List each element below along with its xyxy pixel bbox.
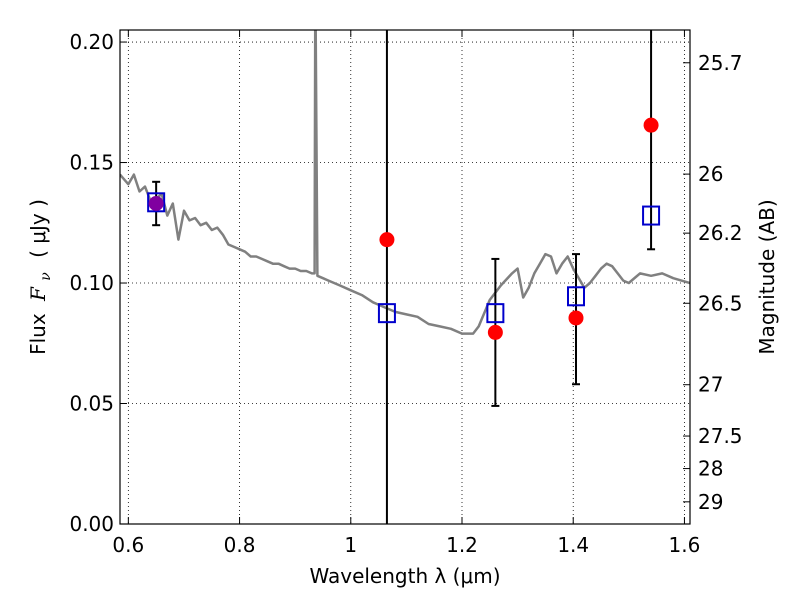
x-tick-label: 1 xyxy=(344,533,357,557)
model-square xyxy=(377,303,396,324)
y2-tick-label: 29 xyxy=(698,490,723,514)
y-axis-label-unit: ( μJy ) xyxy=(26,199,50,258)
measured-point xyxy=(568,310,584,326)
y-axis-label-text: Flux xyxy=(26,313,50,355)
y2-tick-label: 25.7 xyxy=(698,51,743,75)
y2-tick-label: 27.5 xyxy=(698,424,743,448)
x-tick-label: 1.4 xyxy=(557,533,589,557)
x-tick-label: 1.6 xyxy=(669,533,701,557)
model-square xyxy=(486,303,505,324)
model-square xyxy=(147,192,166,213)
x-tick-label: 0.6 xyxy=(112,533,144,557)
plot-area xyxy=(120,30,690,524)
y-tick-label: 0.00 xyxy=(69,512,114,536)
measured-point xyxy=(379,232,395,248)
model-square xyxy=(567,286,585,307)
x-axis-label: Wavelength λ (μm) xyxy=(309,564,500,588)
x-tick-label: 0.8 xyxy=(224,533,256,557)
measured-point xyxy=(643,117,659,133)
y-axis-label: Flux F ν ( μJy ) xyxy=(26,199,55,355)
measured-point xyxy=(148,196,164,212)
y-axis-label-symbol: F xyxy=(26,286,50,302)
y2-axis: 25.7 26 26.2 26.5 27 27.5 28 29 xyxy=(683,51,743,514)
template-spectrum-line xyxy=(120,30,690,335)
plot-content xyxy=(120,30,690,524)
measured-point xyxy=(487,324,503,340)
y2-tick-label: 26 xyxy=(698,162,723,186)
y-axis: 0.00 0.05 0.10 0.15 0.20 xyxy=(69,30,127,536)
y2-axis-label: Magnitude (AB) xyxy=(755,199,779,354)
y2-tick-label: 28 xyxy=(698,457,723,481)
axes-frame xyxy=(119,29,691,525)
y-tick-label: 0.10 xyxy=(69,271,114,295)
grid-lines xyxy=(120,30,690,524)
x-tick-label: 1.2 xyxy=(446,533,478,557)
y-axis-label-subscript: ν xyxy=(38,272,54,281)
y2-tick-label: 27 xyxy=(698,373,723,397)
model-square xyxy=(642,205,661,226)
y2-tick-label: 26.2 xyxy=(698,221,743,245)
y-tick-label: 0.05 xyxy=(69,392,114,416)
x-axis: 0.6 0.8 1 1.2 1.4 1.6 xyxy=(112,30,700,557)
y2-tick-label: 26.5 xyxy=(698,291,743,315)
y-tick-label: 0.15 xyxy=(69,151,114,175)
y-tick-label: 0.20 xyxy=(69,30,114,54)
